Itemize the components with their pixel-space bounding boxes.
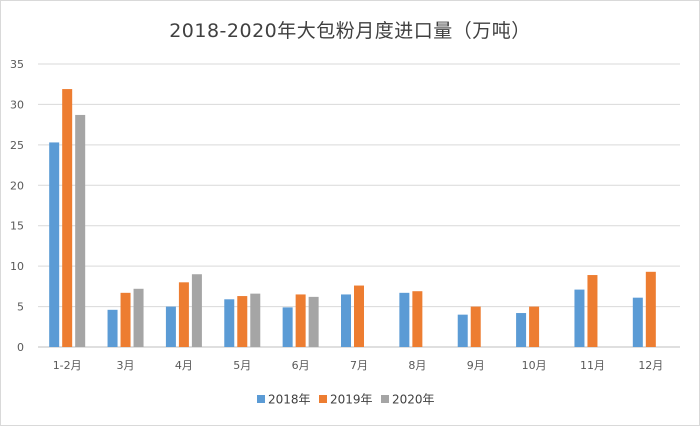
bar-2020年-3月: [133, 288, 144, 347]
x-tick-label: 10月: [522, 359, 547, 372]
y-axis-ticks: 0 5 10 15 20 25 30 35: [10, 58, 24, 354]
x-tick-label: 5月: [233, 359, 251, 372]
bar-2019年-3月: [120, 292, 131, 347]
bar-2018年-6月: [282, 307, 293, 347]
gridlines: [38, 63, 680, 348]
bar-2019年-10月: [529, 306, 540, 347]
bar-2020年-1-2月: [75, 114, 86, 347]
y-tick-label: 35: [10, 58, 24, 71]
bar-2018年-4月: [165, 306, 176, 347]
bar-2020年-4月: [191, 274, 202, 347]
x-tick-label: 9月: [467, 359, 485, 372]
x-tick-label: 7月: [350, 359, 368, 372]
bar-2018年-7月: [341, 294, 351, 347]
y-tick-label: 30: [10, 98, 24, 111]
chart-title: 2018-2020年大包粉月度进口量（万吨）: [169, 20, 531, 42]
x-tick-label: 12月: [638, 359, 663, 372]
bar-2019年-9月: [470, 306, 481, 347]
legend-label: 2018年: [268, 393, 311, 407]
bar-2018年-8月: [399, 292, 410, 347]
legend-label: 2020年: [392, 393, 435, 407]
legend-swatch: [381, 395, 389, 403]
bar-2018年-11月: [574, 289, 585, 347]
legend-swatch: [319, 395, 327, 403]
bar-2019年-6月: [295, 294, 306, 347]
bar-2018年-1-2月: [49, 142, 60, 347]
legend-label: 2019年: [330, 393, 373, 407]
y-tick-label: 0: [17, 341, 24, 354]
y-tick-label: 10: [10, 260, 24, 273]
x-tick-label: 3月: [117, 359, 135, 372]
y-tick-label: 25: [10, 139, 24, 152]
bars: [49, 89, 656, 348]
bar-2019年-11月: [587, 275, 598, 347]
bar-2018年-5月: [224, 299, 235, 347]
x-tick-label: 11月: [580, 359, 605, 372]
bar-2018年-12月: [632, 297, 643, 347]
bar-2018年-9月: [457, 314, 468, 347]
y-tick-label: 5: [17, 301, 24, 314]
bar-2019年-12月: [645, 271, 656, 347]
x-tick-label: 8月: [408, 359, 426, 372]
x-tick-label: 1-2月: [53, 359, 82, 372]
bar-2018年-3月: [107, 309, 118, 347]
legend-swatch: [257, 395, 265, 403]
x-tick-label: 4月: [175, 359, 193, 372]
y-tick-label: 15: [10, 220, 24, 233]
bar-2019年-4月: [178, 282, 189, 347]
bar-2020年-6月: [308, 296, 319, 347]
y-tick-label: 20: [10, 179, 24, 192]
x-tick-label: 6月: [292, 359, 310, 372]
bar-2019年-7月: [354, 285, 364, 347]
bar-2020年-5月: [250, 293, 261, 347]
x-axis-ticks: 1-2月 3月 4月 5月 6月 7月 8月 9月 10月 11月 12月: [53, 359, 664, 372]
bar-2018年-10月: [516, 313, 527, 347]
bar-2019年-5月: [237, 296, 248, 347]
bar-2019年-8月: [412, 291, 423, 347]
legend: 2018年 2019年 2020年: [257, 393, 435, 407]
bar-2019年-1-2月: [62, 89, 73, 348]
